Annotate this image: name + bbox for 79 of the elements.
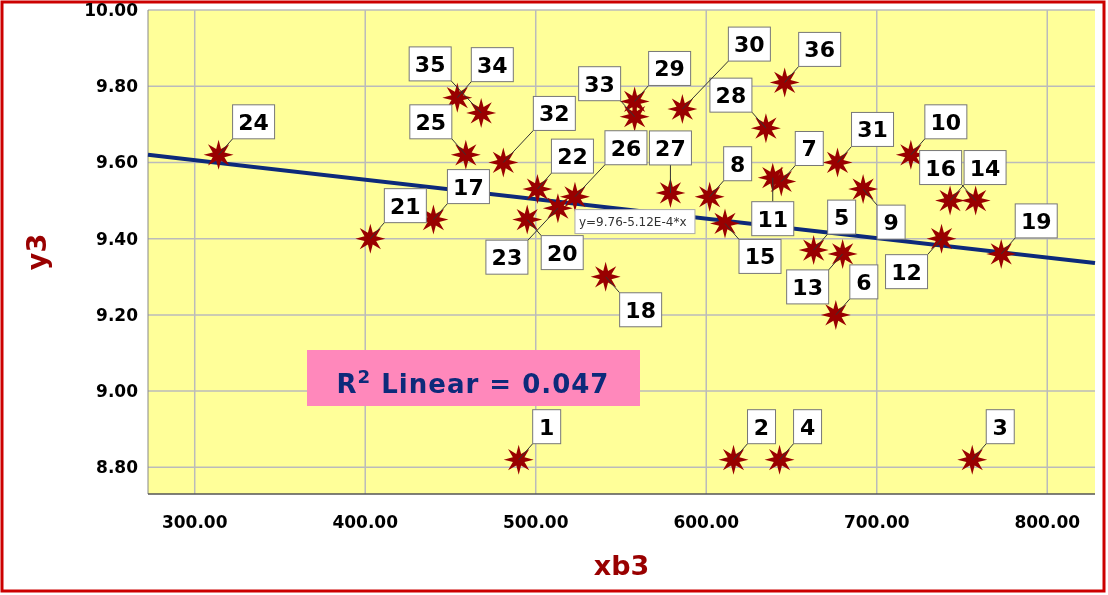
annotation: 21 [390, 193, 421, 219]
y-tick-label: 9.00 [96, 381, 139, 402]
annotation: 22 [557, 144, 588, 170]
annotation: 26 [610, 135, 642, 161]
point [769, 67, 800, 98]
x-tick-label: 600.00 [673, 512, 740, 532]
x-tick-label: 300.00 [161, 512, 228, 532]
point [764, 444, 795, 475]
point [667, 94, 698, 125]
annotation: 28 [715, 83, 747, 109]
y-tick-label: 9.80 [96, 76, 139, 97]
annotation: 17 [453, 174, 484, 200]
annotation: 1 [539, 414, 555, 440]
point [798, 235, 829, 266]
y-tick-label: 10.00 [84, 0, 139, 20]
annotation: 9 [883, 210, 899, 236]
annotation: 23 [491, 245, 523, 271]
x-tick-label: 500.00 [502, 512, 569, 532]
annotation: 2 [753, 414, 770, 440]
point [710, 208, 740, 239]
annotation: 20 [546, 240, 578, 266]
annotation: 33 [584, 71, 615, 97]
annotation: 8 [730, 151, 746, 177]
annotation: 31 [857, 117, 888, 143]
y-tick-label: 9.40 [96, 228, 139, 249]
annotation: 6 [856, 269, 872, 295]
annotation: 19 [1020, 208, 1052, 234]
point [957, 444, 988, 475]
annotation: 13 [792, 274, 823, 300]
x-tick-label: 800.00 [1014, 512, 1081, 532]
annotation: 12 [891, 259, 922, 285]
annotation: 10 [930, 109, 962, 135]
point [827, 238, 858, 269]
x-tick-label: 400.00 [332, 512, 399, 532]
point [512, 204, 543, 235]
annotation: 15 [744, 244, 776, 270]
annotation: 30 [734, 32, 765, 58]
point [694, 181, 725, 212]
annotation: 27 [655, 135, 686, 161]
y-tick-label: 9.20 [96, 304, 139, 325]
point [488, 147, 519, 178]
annotation: 36 [804, 37, 835, 63]
y-tick-label: 8.80 [96, 457, 139, 478]
annotation: 18 [625, 297, 656, 323]
point [718, 444, 749, 475]
point [820, 299, 851, 330]
annotation: 14 [969, 155, 1001, 181]
point [355, 223, 386, 254]
point [750, 113, 781, 144]
y-tick-label: 9.60 [96, 152, 139, 173]
point [522, 174, 553, 205]
point [590, 261, 621, 292]
annotation: R$^{2}$ Linear = 0.047 [336, 365, 610, 399]
annotation: 32 [539, 101, 570, 127]
annotation: 16 [925, 155, 956, 181]
point [926, 223, 957, 254]
annotation: 5 [834, 205, 850, 231]
point [822, 147, 853, 178]
y-axis-title: y3 [21, 233, 52, 271]
annotation: 24 [238, 109, 269, 135]
annotation: 35 [414, 51, 446, 77]
point [503, 444, 534, 475]
point [450, 139, 481, 170]
annotation: 7 [801, 136, 817, 162]
x-tick-label: 700.00 [843, 512, 910, 532]
point [203, 139, 234, 170]
annotation: 11 [757, 206, 789, 232]
annotation: 25 [415, 109, 447, 135]
annotation: 29 [654, 56, 685, 82]
point [542, 193, 573, 224]
annotation: 4 [799, 414, 816, 440]
annotation: 34 [476, 52, 508, 78]
annotation: y=9.76-5.12E-4*x [578, 214, 687, 229]
point [466, 97, 497, 128]
point [559, 181, 590, 212]
x-axis-title: xb3 [593, 550, 650, 581]
point [848, 174, 879, 205]
point [986, 238, 1017, 269]
annotation: 3 [992, 414, 1008, 440]
